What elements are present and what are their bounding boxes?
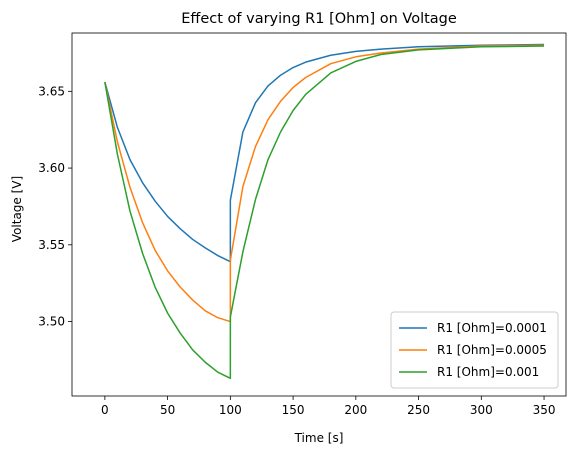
x-tick-label: 0 — [101, 403, 109, 417]
x-tick-label: 150 — [282, 403, 305, 417]
series-line-2 — [104, 44, 545, 323]
x-tick-label: 300 — [470, 403, 493, 417]
x-tick-label: 250 — [407, 403, 430, 417]
axes-frame — [71, 32, 567, 397]
x-tick-label: 50 — [160, 403, 175, 417]
x-tick-label: 100 — [219, 403, 242, 417]
x-axis-label: Time [s] — [294, 431, 344, 445]
y-tick-label: 3.65 — [38, 84, 65, 98]
y-axis-label: Voltage [V] — [10, 176, 24, 242]
plot-area: 0 50 100 150 200 250 300 350 3.50 3.55 3.60 3.65 R1 … — [38, 32, 567, 417]
y-tick-label: 3.55 — [38, 238, 65, 252]
series-line-1 — [104, 43, 545, 263]
legend-label-1: R1 [Ohm]=0.0001 — [437, 321, 547, 335]
chart-title: Effect of varying R1 [Ohm] on Voltage — [181, 11, 457, 27]
x-tick-label: 350 — [533, 403, 556, 417]
y-tick-label: 3.60 — [38, 161, 65, 175]
x-tick-label: 200 — [344, 403, 367, 417]
series-line-3 — [104, 45, 545, 380]
legend-label-2: R1 [Ohm]=0.0005 — [437, 343, 547, 357]
y-tick-label: 3.50 — [38, 315, 65, 329]
legend-label-3: R1 [Ohm]=0.001 — [437, 365, 539, 379]
legend-box — [390, 311, 559, 389]
